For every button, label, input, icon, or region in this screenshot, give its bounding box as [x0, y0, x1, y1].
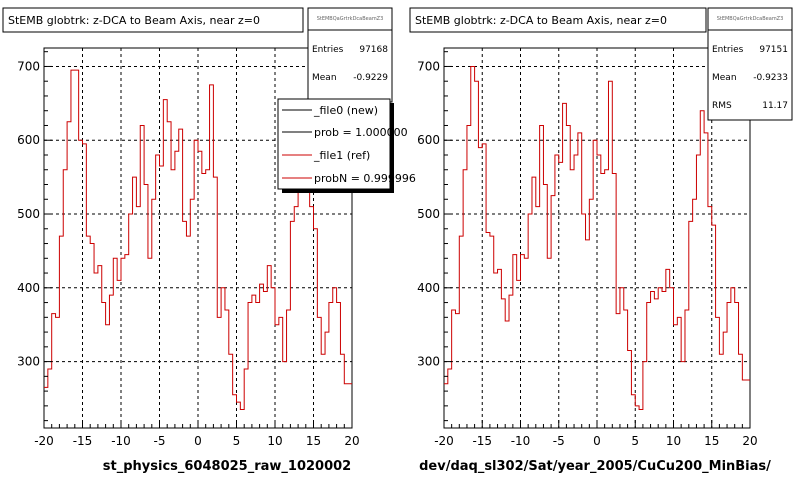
right-y-tick-label-2: 500 — [417, 207, 440, 221]
legend-label-prob: prob = 1.000000 — [314, 126, 408, 139]
right-x-tick-label-4: 0 — [593, 434, 601, 448]
left-panel: StEMB globtrk: z-DCA to Beam Axis, near … — [2, 7, 416, 474]
right-x-tick-label-7: 15 — [704, 434, 719, 448]
left-x-ticks: -20 -15 -10 -5 0 5 10 15 20 — [34, 420, 360, 448]
right-x-tick-label-1: -15 — [472, 434, 492, 448]
right-title: StEMB globtrk: z-DCA to Beam Axis, near … — [415, 14, 667, 27]
legend-frame — [277, 98, 391, 190]
legend-label-new: _file0 (new) — [313, 104, 378, 117]
left-stats-name: StEMBQaGrtrkDcaBeamZ3 — [317, 16, 384, 22]
right-x-ticks: -20 -15 -10 -5 0 5 10 15 20 — [434, 420, 758, 448]
right-x-tick-label-2: -10 — [511, 434, 531, 448]
left-stats-mean-value: -0.9229 — [353, 73, 388, 83]
right-y-tick-label-3: 600 — [417, 133, 440, 147]
left-y-tick-label-1: 400 — [17, 281, 40, 295]
left-stats-entries-label: Entries — [312, 45, 344, 55]
right-y-tick-label-0: 300 — [417, 355, 440, 369]
left-x-axis-label: st_physics_6048025_raw_1020002 — [103, 459, 351, 474]
right-histogram-line — [444, 65, 750, 411]
right-stats-rms-value: 11.17 — [762, 101, 788, 111]
right-stats-mean-value: -0.9233 — [753, 73, 788, 83]
left-x-tick-label-7: 15 — [306, 434, 321, 448]
left-stats-entries-value: 97168 — [359, 45, 388, 55]
right-stats-entries-label: Entries — [712, 45, 744, 55]
left-x-tick-label-4: 0 — [194, 434, 202, 448]
left-y-tick-label-2: 500 — [17, 207, 40, 221]
right-x-tick-label-0: -20 — [434, 434, 454, 448]
left-y-tick-label-0: 300 — [17, 355, 40, 369]
left-y-tick-label-4: 700 — [17, 59, 40, 73]
right-y-tick-label-4: 700 — [417, 59, 440, 73]
right-stats-box: StEMBQaGrtrkDcaBeamZ3 Entries 97151 Mean… — [707, 7, 793, 121]
left-x-tick-label-0: -20 — [34, 434, 54, 448]
right-x-tick-label-3: -5 — [553, 434, 565, 448]
left-y-tick-label-3: 600 — [17, 133, 40, 147]
left-title: StEMB globtrk: z-DCA to Beam Axis, near … — [8, 14, 260, 27]
left-x-tick-label-1: -15 — [73, 434, 93, 448]
left-stats-frame — [307, 7, 393, 103]
legend-label-probn: probN = 0.999996 — [314, 172, 416, 185]
left-title-box — [2, 7, 304, 33]
left-x-tick-label-8: 20 — [344, 434, 359, 448]
right-x-axis-label: dev/daq_sl302/Sat/year_2005/CuCu200_MinB… — [419, 459, 771, 474]
left-x-tick-label-6: 10 — [267, 434, 282, 448]
right-y-tick-label-1: 400 — [417, 281, 440, 295]
right-stats-mean-label: Mean — [712, 73, 737, 83]
left-legend: _file0 (new) prob = 1.000000 _file1 (ref… — [277, 98, 416, 193]
left-stats-mean-label: Mean — [312, 73, 337, 83]
right-grid — [444, 48, 750, 428]
right-y-ticks: 300 400 500 600 700 — [417, 51, 452, 422]
right-x-tick-label-8: 20 — [742, 434, 757, 448]
legend-label-ref: _file1 (ref) — [313, 149, 370, 162]
left-y-ticks: 300 400 500 600 700 — [17, 51, 52, 422]
left-x-tick-label-3: -5 — [154, 434, 166, 448]
right-stats-frame — [707, 7, 793, 121]
right-stats-entries-value: 97151 — [759, 45, 788, 55]
left-x-tick-label-2: -10 — [111, 434, 131, 448]
right-x-tick-label-6: 10 — [666, 434, 681, 448]
left-x-tick-label-5: 5 — [233, 434, 241, 448]
right-stats-name: StEMBQaGrtrkDcaBeamZ3 — [717, 16, 784, 22]
right-x-tick-label-5: 5 — [631, 434, 639, 448]
right-title-box — [409, 7, 707, 33]
left-stats-box: StEMBQaGrtrkDcaBeamZ3 Entries 97168 Mean… — [307, 7, 393, 103]
right-stats-rms-label: RMS — [712, 101, 732, 111]
right-plot-frame — [443, 47, 751, 429]
right-panel: StEMB globtrk: z-DCA to Beam Axis, near … — [409, 7, 793, 474]
